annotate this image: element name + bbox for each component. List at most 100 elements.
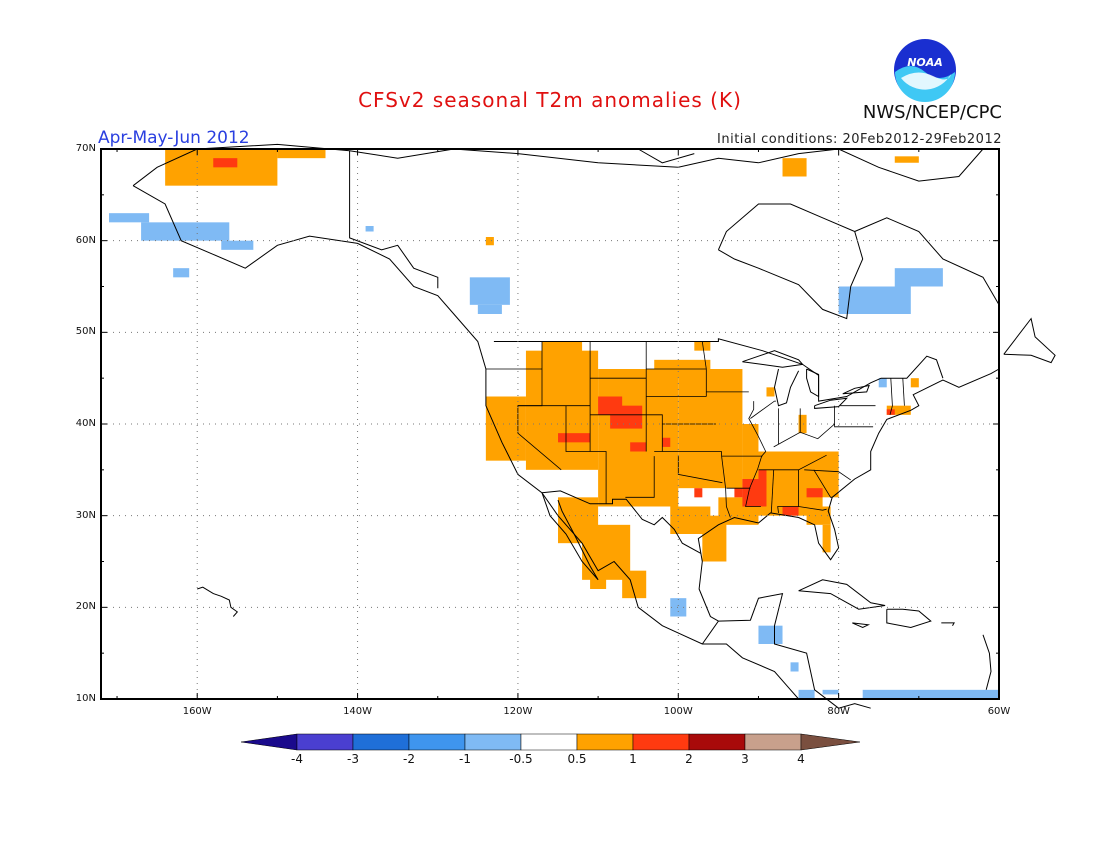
state-border — [889, 378, 893, 415]
anomaly-cell — [670, 506, 711, 534]
coastline — [197, 586, 239, 617]
colorbar-label: 3 — [741, 752, 749, 766]
state-border — [701, 341, 707, 397]
coastline — [541, 492, 599, 581]
state-border — [721, 451, 731, 518]
anomaly-cell — [109, 213, 150, 223]
colorbar-label: -3 — [347, 752, 359, 766]
anomaly-cells — [109, 149, 999, 699]
state-border — [804, 469, 851, 481]
latitude-label: 40N — [75, 418, 96, 429]
anomaly-cell — [798, 414, 807, 434]
coastline — [493, 338, 944, 402]
latitude-label: 10N — [75, 693, 96, 704]
anomaly-cell — [910, 378, 919, 388]
coastline — [698, 561, 719, 622]
latitude-label: 30N — [75, 509, 96, 521]
coastline — [701, 592, 871, 709]
anomaly-cell — [694, 341, 711, 351]
anomaly-cell — [662, 437, 671, 447]
anomaly-cell — [670, 598, 687, 617]
coastline — [806, 368, 820, 398]
latitude-label: 20N — [75, 601, 96, 613]
coastline — [717, 203, 864, 320]
anomaly-cell — [798, 689, 815, 699]
anomaly-cell — [894, 268, 943, 287]
colorbar-label: 1 — [629, 752, 637, 766]
anomaly-cell — [734, 488, 743, 498]
anomaly-cell — [630, 442, 647, 452]
season-label: Apr-May-Jun 2012 — [98, 128, 250, 148]
anomaly-cell — [469, 277, 510, 305]
anomaly-cell — [485, 237, 494, 246]
colorbar-label: 4 — [797, 752, 805, 766]
colorbar-label: -0.5 — [509, 752, 533, 766]
coastline — [1003, 317, 1056, 364]
svg-text:NOAA: NOAA — [907, 56, 943, 69]
anomaly-cell — [790, 662, 799, 672]
longitude-label: 100W — [663, 706, 693, 717]
anomaly-cell — [886, 405, 911, 415]
anomaly-cell — [541, 341, 583, 369]
colorbar-label: -1 — [459, 752, 471, 766]
anomaly-cell — [173, 268, 190, 278]
longitude-label: 160W — [182, 706, 212, 717]
coastline — [349, 150, 439, 289]
state-border — [750, 400, 777, 419]
coastline — [132, 143, 759, 187]
coastline — [742, 350, 804, 368]
anomaly-cell — [277, 149, 326, 159]
colorbar-label: -2 — [403, 752, 415, 766]
state-border — [625, 456, 655, 498]
anomaly-cell — [782, 506, 799, 516]
coastline — [773, 368, 800, 407]
coastline — [697, 368, 1000, 562]
anomaly-cell — [694, 488, 703, 498]
latitude-label: 60N — [75, 234, 96, 246]
anomaly-cell — [822, 524, 831, 553]
anomaly-cell — [766, 387, 775, 397]
state-border — [798, 506, 827, 511]
anomaly-cell — [822, 689, 839, 695]
longitude-label: 60W — [987, 706, 1011, 717]
longitude-label: 140W — [343, 706, 373, 717]
state-border — [813, 469, 833, 498]
latitude-label: 70N — [75, 143, 96, 154]
state-border — [770, 469, 775, 513]
coastline — [541, 490, 701, 554]
anomaly-cell — [806, 488, 823, 498]
state-border — [834, 405, 874, 428]
anomaly-cell — [782, 158, 807, 177]
longitude-label: 120W — [503, 706, 533, 717]
anomaly-cell — [598, 396, 623, 415]
anomaly-cell — [141, 222, 230, 241]
state-border — [758, 454, 827, 471]
anomaly-cell — [878, 378, 887, 388]
state-border — [745, 401, 767, 507]
state-border — [565, 405, 607, 504]
chart-title: CFSv2 seasonal T2m anomalies (K) — [358, 88, 742, 112]
state-border — [677, 456, 723, 484]
state-border — [773, 423, 835, 448]
anomaly-cell — [894, 156, 919, 163]
state-border — [777, 469, 799, 513]
state-border — [902, 378, 905, 406]
anomaly-cell — [365, 226, 374, 232]
coastline — [637, 148, 695, 164]
anomaly-cell — [213, 158, 238, 168]
anomaly-cell — [477, 304, 502, 314]
state-border — [590, 414, 663, 452]
axis-ticks — [101, 148, 1000, 700]
latitude-label: 50N — [75, 326, 96, 338]
longitude-label: 80W — [827, 706, 850, 717]
coastline — [814, 397, 849, 409]
agency-label: NWS/NCEP/CPC — [862, 102, 1002, 123]
anomaly-cell — [598, 424, 679, 507]
coastlines — [132, 143, 1056, 709]
anomaly-cell — [862, 689, 999, 699]
initial-conditions-label: Initial conditions: 20Feb2012-29Feb2012 — [717, 132, 1002, 147]
anomaly-cell — [838, 286, 911, 314]
anomaly-cell — [678, 369, 743, 489]
